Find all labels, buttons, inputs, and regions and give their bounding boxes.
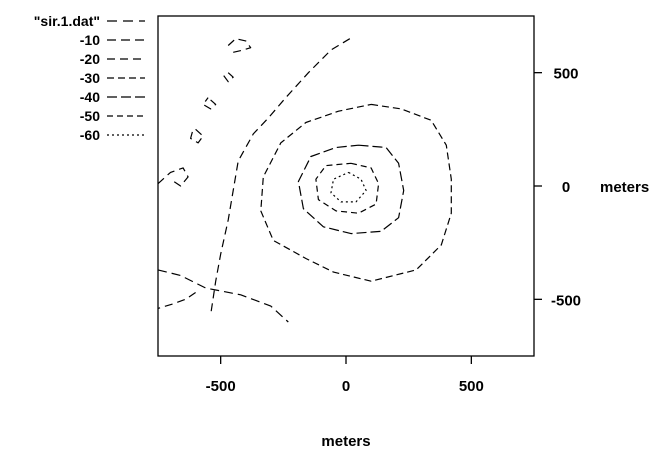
contour-neg60-path-0 <box>330 171 367 203</box>
legend-label: -50 <box>80 108 100 124</box>
contour-neg20-path-0 <box>210 38 351 316</box>
contour-neg20-path-2 <box>157 167 189 187</box>
y-tick-label: -500 <box>551 292 581 309</box>
contour-neg30-path-0 <box>260 103 452 282</box>
y-tick-label: 0 <box>562 179 570 196</box>
x-tick-label: 500 <box>459 378 484 395</box>
contour-neg20-path-4 <box>222 72 234 83</box>
y-tick-label: 500 <box>553 66 578 83</box>
y-axis-ticks: 500 0 -500 <box>534 66 581 309</box>
contour-neg20-path-6 <box>202 97 217 110</box>
x-tick-label: -500 <box>206 378 236 395</box>
legend-label: -40 <box>80 89 100 105</box>
x-tick-label: 0 <box>342 378 350 395</box>
legend-label: -60 <box>80 127 100 143</box>
legend: "sir.1.dat" -10 -20 -30 -40 -50 -60 <box>34 13 145 143</box>
legend-label: -10 <box>80 32 100 48</box>
x-axis-ticks: -500 0 500 <box>206 356 484 395</box>
x-axis-label: meters <box>321 433 370 450</box>
contour-neg20-path-5 <box>227 38 252 53</box>
legend-label: -30 <box>80 70 100 86</box>
contour-neg20-path-1 <box>157 292 196 309</box>
contour-lines <box>157 38 452 323</box>
legend-label: -20 <box>80 51 100 67</box>
plot-frame <box>157 15 535 357</box>
contour-neg50-path-0 <box>315 162 380 214</box>
y-axis-label: meters <box>600 179 649 196</box>
contour-neg20-path-3 <box>190 128 204 144</box>
contour-neg10-path-0 <box>157 269 289 323</box>
contour-neg40-path-0 <box>297 144 405 235</box>
legend-label: "sir.1.dat" <box>34 13 100 29</box>
